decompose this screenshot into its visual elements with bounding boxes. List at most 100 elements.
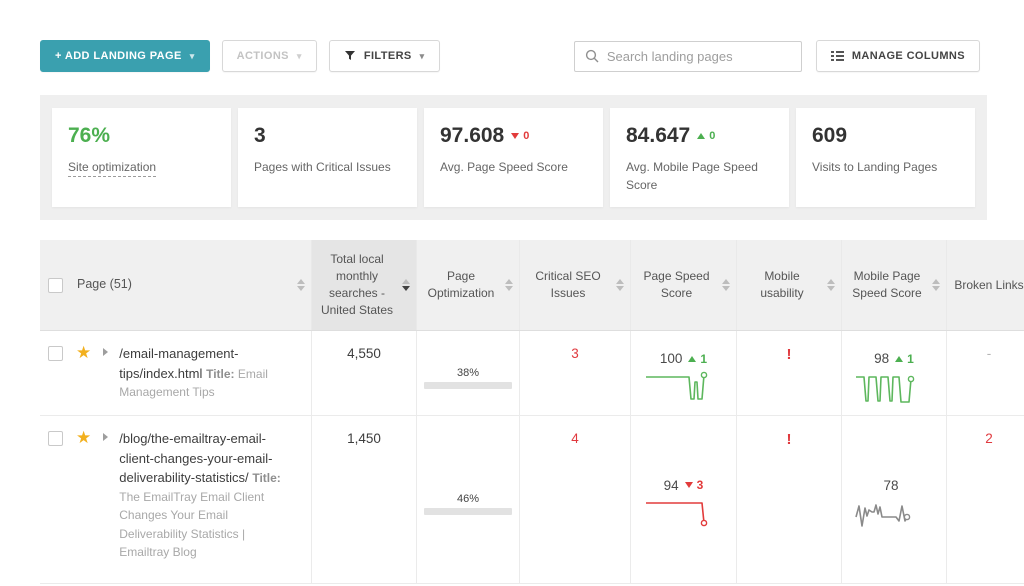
trend-indicator: 1 <box>895 352 914 366</box>
column-header-page-optimization[interactable]: Page Optimization <box>417 240 520 330</box>
table-row: ★ /email-management-tips/index.html Titl… <box>40 331 1024 416</box>
title-text: The EmailTray Email Client Changes Your … <box>119 489 265 560</box>
page-path-link[interactable]: /email-management-tips/index.html <box>119 346 239 381</box>
manage-columns-button[interactable]: MANAGE COLUMNS <box>815 40 980 72</box>
landing-pages-table: Page (51) Total local monthly searches -… <box>40 240 1024 584</box>
searches-cell: 1,450 <box>312 416 417 584</box>
sort-icon[interactable] <box>722 279 730 291</box>
mobile-speed-cell: 98 1 <box>842 331 947 416</box>
toolbar: + ADD LANDING PAGE ▾ ACTIONS ▾ FILTERS ▾ <box>40 40 980 72</box>
column-header-mobile-page-speed-score[interactable]: Mobile Page Speed Score <box>842 240 947 330</box>
stat-card-avg-mobile-page-speed: 84.647 0 Avg. Mobile Page Speed Score <box>610 108 789 207</box>
search-landing-pages <box>573 40 802 72</box>
actions-button[interactable]: ACTIONS ▾ <box>221 40 317 72</box>
column-header-page[interactable]: Page (51) <box>40 240 312 330</box>
trend-indicator: 1 <box>688 352 707 366</box>
title-text: Email Management Tips <box>119 366 268 400</box>
stat-label: Avg. Mobile Page Speed Score <box>626 160 758 192</box>
stat-value: 84.647 <box>626 124 691 147</box>
stat-label: Visits to Landing Pages <box>812 160 938 174</box>
manage-columns-icon <box>830 51 844 61</box>
sort-icon[interactable] <box>827 279 835 291</box>
mobile-speed-sparkline <box>854 495 934 536</box>
optimization-percent: 46% <box>456 493 480 505</box>
expand-row-icon[interactable] <box>103 348 109 356</box>
stat-value: 97.608 <box>440 124 505 147</box>
column-header-page-speed-score[interactable]: Page Speed Score <box>631 240 737 330</box>
sort-icon[interactable] <box>402 279 410 291</box>
title-label: Title: <box>206 366 235 381</box>
actions-label: ACTIONS <box>236 50 289 62</box>
sort-icon[interactable] <box>505 279 513 291</box>
add-landing-page-label: + ADD LANDING PAGE <box>55 50 182 62</box>
column-header-broken-links[interactable]: Broken Links <box>947 240 1024 330</box>
page-cell: /blog/the-emailtray-email-client-changes… <box>119 429 283 562</box>
manage-columns-label: MANAGE COLUMNS <box>851 50 965 62</box>
optimization-bar <box>424 508 512 515</box>
row-checkbox[interactable] <box>48 431 63 446</box>
chevron-down-icon: ▾ <box>296 50 302 61</box>
stat-label: Avg. Page Speed Score <box>440 160 568 174</box>
page-speed-sparkline <box>644 368 724 409</box>
stat-label[interactable]: Site optimization <box>68 160 157 177</box>
stat-value: 76% <box>68 124 111 147</box>
add-landing-page-button[interactable]: + ADD LANDING PAGE ▾ <box>40 40 210 72</box>
page-title: Title: Email Management Tips <box>119 367 268 400</box>
column-header-mobile-usability[interactable]: Mobile usability <box>737 240 842 330</box>
column-label: Critical SEO Issues <box>535 269 601 300</box>
mobile-usability-cell: ! <box>737 331 842 416</box>
sort-icon[interactable] <box>297 279 305 291</box>
column-label: Page Optimization <box>427 269 495 300</box>
search-input[interactable] <box>606 48 791 64</box>
optimization-cell: 46% <box>417 416 520 584</box>
page-path-link[interactable]: /blog/the-emailtray-email-client-changes… <box>119 431 273 485</box>
optimization-cell: 38% <box>417 331 520 416</box>
title-label: Title: <box>252 471 281 485</box>
column-label: Broken Links <box>954 277 1024 292</box>
trend-indicator: 0 <box>697 130 715 142</box>
optimization-percent: 38% <box>456 366 480 379</box>
broken-links-cell: - <box>947 331 1024 416</box>
critical-issues-cell: 3 <box>520 331 631 416</box>
trend-indicator: 3 <box>684 478 703 492</box>
stat-value: 3 <box>254 124 266 147</box>
sort-icon[interactable] <box>932 279 940 291</box>
mobile-speed-sparkline <box>854 368 934 409</box>
trend-indicator: 0 <box>511 130 529 142</box>
broken-links-cell: 2 <box>947 416 1024 584</box>
mobile-usability-cell: ! <box>737 416 842 584</box>
select-all-checkbox[interactable] <box>48 277 63 293</box>
warning-icon: ! <box>786 431 792 448</box>
page-speed-cell: 100 1 <box>631 331 737 416</box>
page-speed-cell: 94 3 <box>631 416 737 584</box>
stat-value: 609 <box>812 124 848 147</box>
filter-funnel-icon <box>344 51 355 60</box>
filters-label: FILTERS <box>363 50 412 62</box>
column-header-total-searches[interactable]: Total local monthly searches - United St… <box>312 240 417 330</box>
critical-issues-cell: 4 <box>520 416 631 584</box>
row-checkbox[interactable] <box>48 346 63 361</box>
chevron-down-icon: ▾ <box>189 50 195 61</box>
searches-cell: 4,550 <box>312 331 417 416</box>
stat-label: Pages with Critical Issues <box>254 160 391 174</box>
filters-button[interactable]: FILTERS ▾ <box>328 40 440 72</box>
table-header-row: Page (51) Total local monthly searches -… <box>40 240 1024 331</box>
favorite-star-icon[interactable]: ★ <box>76 428 92 447</box>
summary-stats-band: 76% Site optimization 3 Pages with Criti… <box>40 95 987 220</box>
column-header-critical-seo-issues[interactable]: Critical SEO Issues <box>520 240 631 330</box>
stat-card-site-optimization: 76% Site optimization <box>52 108 231 207</box>
page-cell: /email-management-tips/index.html Title:… <box>119 344 283 402</box>
chevron-down-icon: ▾ <box>419 50 425 61</box>
speed-score: 100 <box>659 351 683 366</box>
stat-card-critical-issues: 3 Pages with Critical Issues <box>238 108 417 207</box>
stat-card-avg-page-speed: 97.608 0 Avg. Page Speed Score <box>424 108 603 207</box>
column-label: Mobile Page Speed Score <box>852 269 922 300</box>
column-label: Page Speed Score <box>643 269 710 300</box>
favorite-star-icon[interactable]: ★ <box>76 343 92 362</box>
sort-icon[interactable] <box>616 279 624 291</box>
expand-row-icon[interactable] <box>103 433 109 441</box>
speed-score: 78 <box>883 477 899 493</box>
stat-card-visits: 609 Visits to Landing Pages <box>796 108 975 207</box>
search-icon <box>585 49 599 63</box>
